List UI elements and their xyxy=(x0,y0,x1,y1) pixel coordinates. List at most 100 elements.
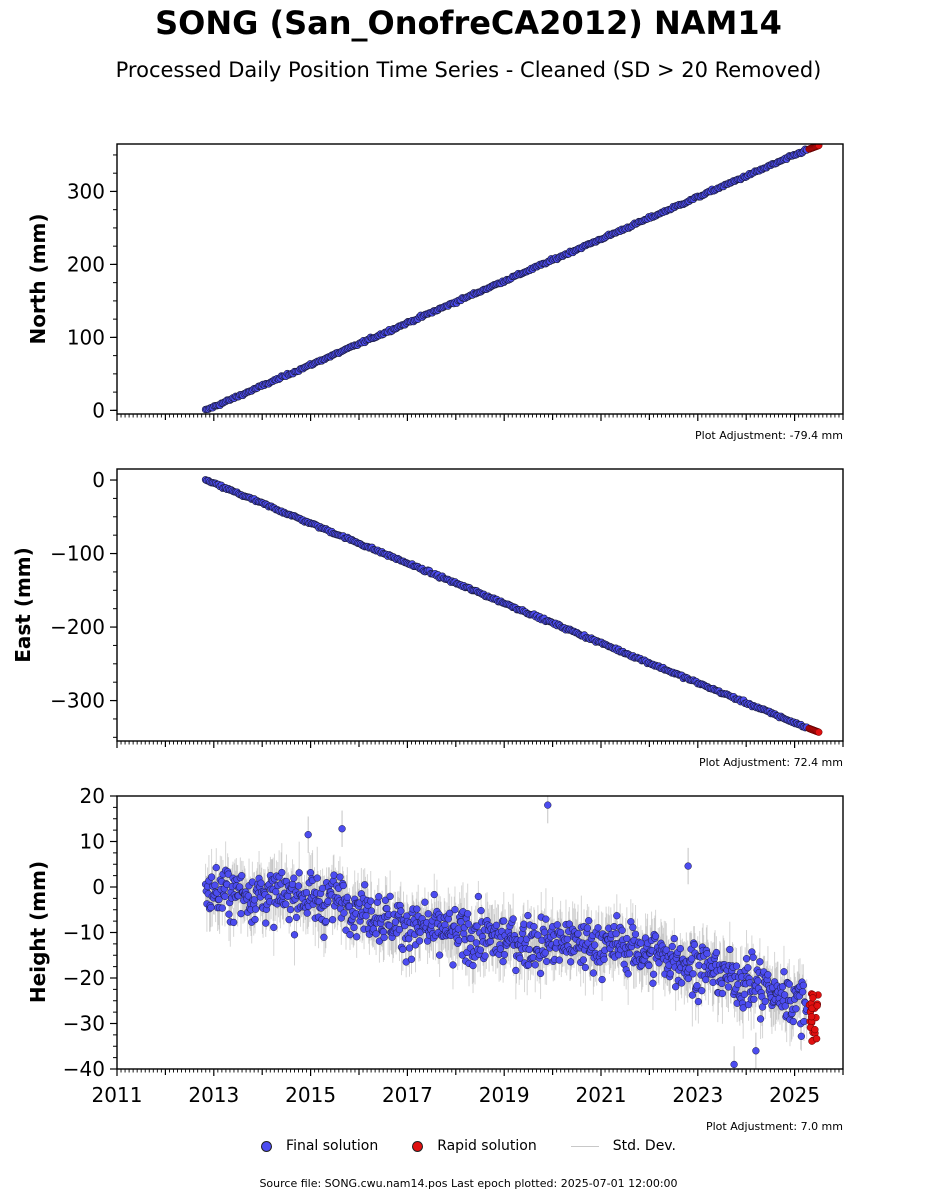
y-tick-label: 100 xyxy=(67,325,105,349)
final-point xyxy=(330,871,338,879)
final-point xyxy=(690,941,699,949)
east-plot-adjustment: Plot Adjustment: 72.4 mm xyxy=(699,756,843,769)
final-point xyxy=(671,983,680,991)
east-y-axis: 0 −100 −200 −300 xyxy=(50,468,117,738)
final-point xyxy=(367,897,375,905)
x-tick-label: 2019 xyxy=(479,1083,530,1107)
x-tick-label: 2025 xyxy=(769,1083,820,1107)
final-point xyxy=(668,942,676,951)
final-point xyxy=(649,970,658,978)
final-point xyxy=(778,983,787,991)
final-point xyxy=(496,945,505,953)
final-point xyxy=(464,920,473,928)
final-point xyxy=(712,948,721,957)
y-tick-label: 0 xyxy=(92,875,105,899)
x-tick-label: 2023 xyxy=(672,1083,723,1107)
final-point xyxy=(257,879,265,887)
north-y-label: North (mm) xyxy=(26,213,50,344)
north-plot-adjustment: Plot Adjustment: -79.4 mm xyxy=(695,429,843,442)
final-point xyxy=(212,863,220,872)
final-point xyxy=(270,923,278,932)
final-point xyxy=(252,905,260,913)
final-point xyxy=(457,918,465,926)
final-point xyxy=(405,944,414,952)
x-tick-label: 2021 xyxy=(576,1083,627,1107)
final-point xyxy=(670,934,678,943)
y-tick-label: −20 xyxy=(63,966,105,990)
final-point xyxy=(385,921,394,930)
final-point xyxy=(476,946,485,954)
std-line-icon xyxy=(570,1145,599,1147)
final-point xyxy=(481,952,489,960)
final-point xyxy=(262,919,270,927)
final-point xyxy=(318,884,327,893)
final-point xyxy=(541,949,549,957)
final-point xyxy=(395,925,404,934)
legend-final-label: Final solution xyxy=(286,1138,379,1154)
final-point xyxy=(529,953,537,962)
north-x-axis xyxy=(116,414,844,421)
final-point xyxy=(454,925,462,933)
final-point xyxy=(718,979,726,988)
final-point xyxy=(610,922,618,931)
final-point xyxy=(756,958,764,966)
final-point xyxy=(218,904,226,912)
final-point xyxy=(583,924,592,932)
legend: Final solution Rapid solution Std. Dev. xyxy=(0,1138,937,1154)
final-point xyxy=(399,945,407,954)
final-point xyxy=(752,1047,760,1055)
x-tick-label: 2013 xyxy=(188,1083,239,1107)
final-point xyxy=(375,893,383,901)
final-point xyxy=(792,1005,800,1013)
final-point xyxy=(563,935,571,943)
final-point xyxy=(730,1060,738,1069)
final-point xyxy=(430,890,438,899)
height-y-axis: 20 10 0 −10 −20 −30 −40 xyxy=(63,784,117,1081)
final-point xyxy=(338,825,346,833)
final-point xyxy=(676,944,684,953)
final-point xyxy=(340,909,348,917)
final-point xyxy=(509,915,517,923)
final-point xyxy=(290,874,298,882)
final-point xyxy=(781,1002,789,1010)
y-tick-label: −200 xyxy=(50,615,105,639)
final-point xyxy=(553,921,561,929)
east-plot-area xyxy=(201,476,823,736)
east-rapid-points xyxy=(805,724,823,736)
final-point xyxy=(451,905,459,914)
final-point xyxy=(651,932,660,940)
final-point xyxy=(445,909,454,917)
panel-north: 0 100 200 300 North (mm) Plot Adjustment: -79… xyxy=(26,143,844,442)
final-point xyxy=(565,920,573,928)
final-point xyxy=(207,903,215,912)
rapid-point xyxy=(807,1013,816,1021)
final-point xyxy=(460,929,468,938)
final-point xyxy=(709,978,717,987)
final-point xyxy=(500,950,509,959)
final-point xyxy=(613,912,621,920)
final-point xyxy=(320,933,328,941)
final-point xyxy=(544,801,552,809)
legend-final: Final solution xyxy=(261,1138,378,1154)
final-point xyxy=(472,939,481,947)
final-point xyxy=(567,958,575,966)
final-point xyxy=(467,934,475,943)
final-point xyxy=(531,961,539,969)
y-tick-label: −100 xyxy=(50,542,105,566)
rapid-point xyxy=(813,1002,821,1010)
final-point xyxy=(464,910,472,918)
final-point xyxy=(211,881,219,889)
final-point xyxy=(251,915,259,924)
final-point xyxy=(799,981,808,990)
final-point xyxy=(474,892,483,901)
y-tick-label: −40 xyxy=(63,1057,105,1081)
height-final-points xyxy=(201,801,811,1069)
final-point xyxy=(391,918,400,926)
final-point xyxy=(362,912,370,920)
final-point xyxy=(221,892,229,901)
final-point xyxy=(381,896,390,904)
y-tick-label: −300 xyxy=(50,689,105,713)
final-point xyxy=(726,945,734,954)
final-point xyxy=(542,957,551,966)
